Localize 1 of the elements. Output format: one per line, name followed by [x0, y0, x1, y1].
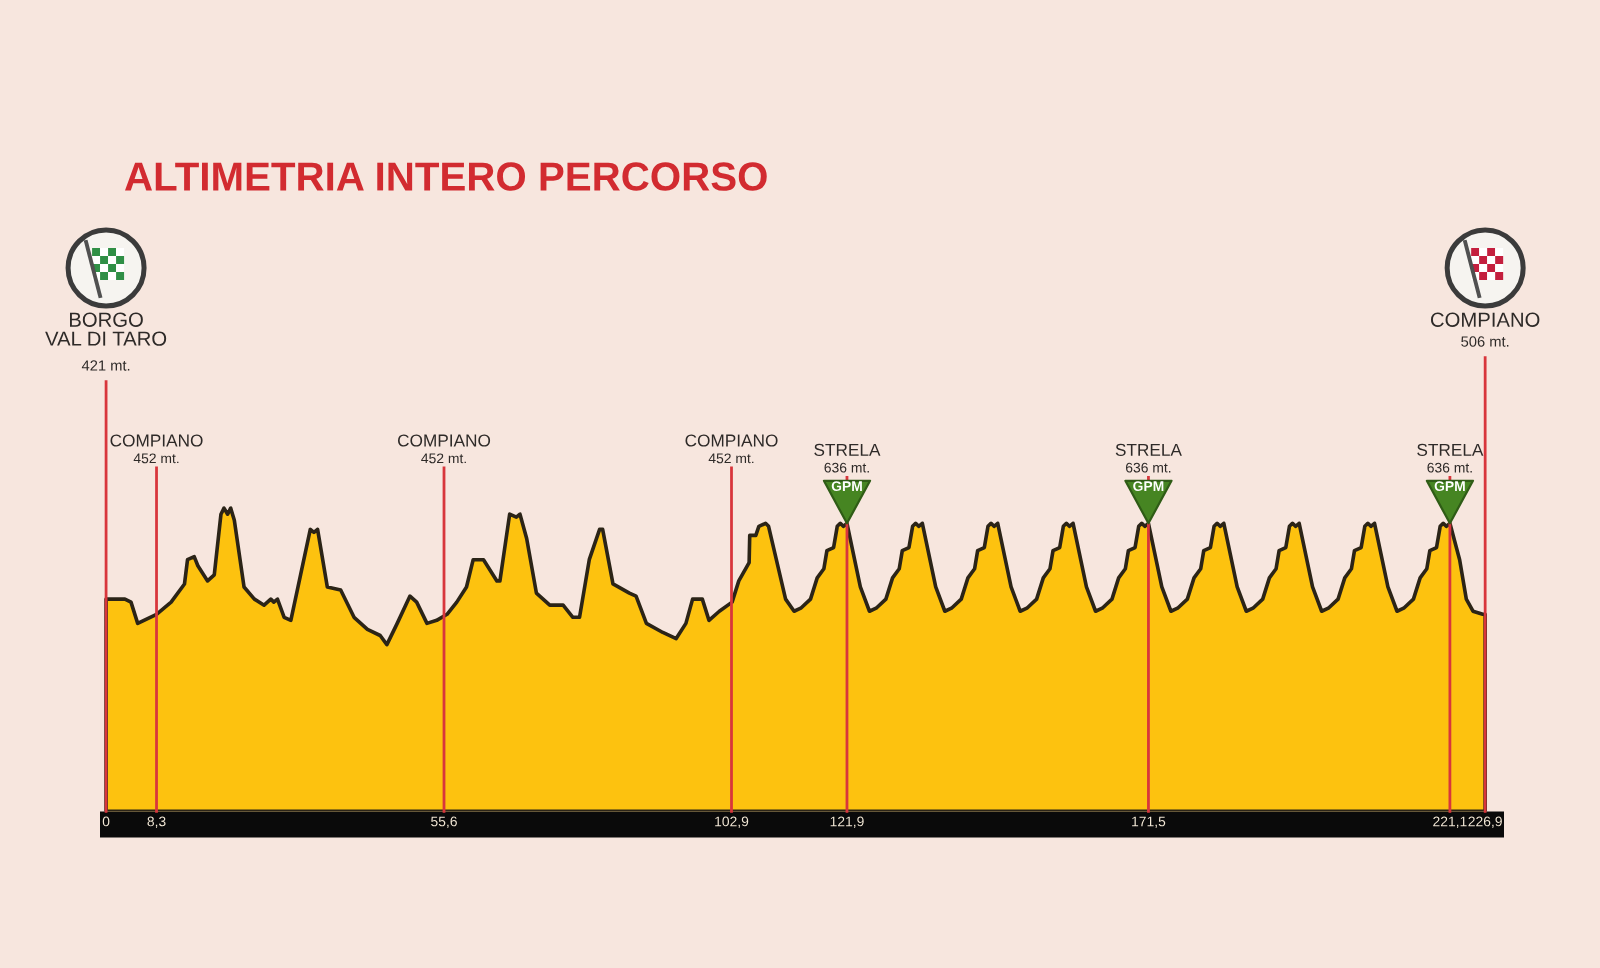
chart-title: ALTIMETRIA INTERO PERCORSO [125, 162, 767, 191]
